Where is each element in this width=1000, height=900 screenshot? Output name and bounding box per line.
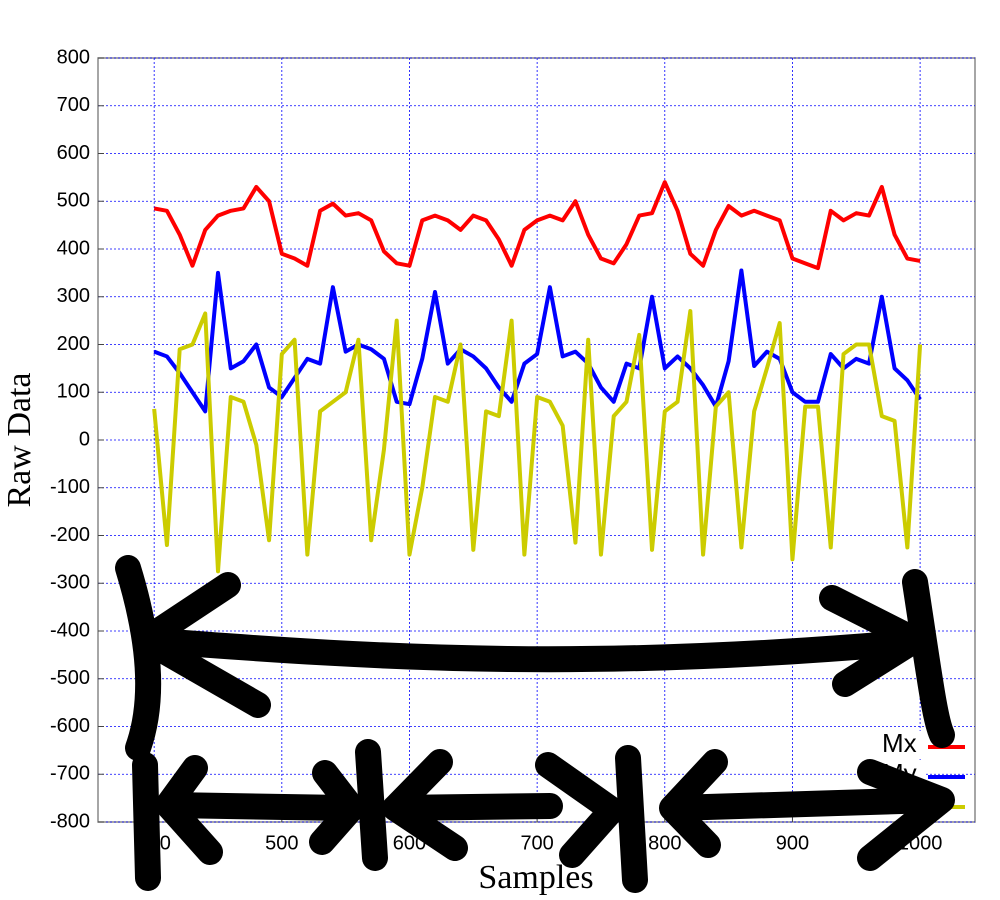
y-tick-label: -500 bbox=[50, 667, 90, 689]
drawn-arrow bbox=[382, 793, 563, 821]
x-tick-label: 900 bbox=[776, 832, 809, 854]
y-tick-label: -300 bbox=[50, 572, 90, 594]
y-tick-label: 800 bbox=[57, 46, 90, 68]
drawn-bar bbox=[115, 555, 162, 761]
y-axis-label: Raw Data bbox=[1, 372, 38, 507]
x-tick-label: 500 bbox=[265, 832, 298, 854]
drawn-arrowhead bbox=[857, 759, 955, 871]
drawn-arrowhead bbox=[535, 752, 625, 868]
drawn-arrowhead bbox=[309, 760, 365, 855]
y-tick-label: 0 bbox=[79, 428, 90, 450]
drawn-bar bbox=[615, 745, 648, 893]
marker-annotation bbox=[115, 555, 955, 893]
y-tick-label: -600 bbox=[50, 715, 90, 737]
y-tick-label: -800 bbox=[50, 810, 90, 832]
y-tick-label: 300 bbox=[57, 285, 90, 307]
y-tick-label: 700 bbox=[57, 94, 90, 116]
drawn-arrow bbox=[157, 792, 358, 821]
legend-label: Mx bbox=[882, 728, 917, 758]
drawn-bar bbox=[132, 752, 161, 891]
drawn-bar bbox=[355, 739, 388, 871]
x-tick-label: 700 bbox=[520, 832, 553, 854]
drawn-arrowhead bbox=[155, 755, 223, 865]
grid: -800 -700 -600 -500 -400 -300 -200 -100 0 100 200 3… bbox=[50, 46, 975, 854]
y-tick-label: 100 bbox=[57, 381, 90, 403]
lines bbox=[152, 180, 923, 574]
y-tick-label: -100 bbox=[50, 476, 90, 498]
y-tick-label: -700 bbox=[50, 763, 90, 785]
y-tick-label: 400 bbox=[57, 237, 90, 259]
y-tick-label: -400 bbox=[50, 619, 90, 641]
x-tick-label: 800 bbox=[648, 832, 681, 854]
y-tick-label: -200 bbox=[50, 524, 90, 546]
y-tick-label: 200 bbox=[57, 333, 90, 355]
y-tick-label: 500 bbox=[57, 190, 90, 212]
y-tick-label: 600 bbox=[57, 142, 90, 164]
series-line bbox=[153, 268, 922, 414]
series-line bbox=[153, 180, 921, 271]
drawn-bar bbox=[902, 569, 955, 748]
drawn-arrow bbox=[662, 787, 948, 821]
drawn-arrowhead bbox=[659, 749, 728, 858]
legend-box bbox=[878, 731, 926, 759]
drawn-arrowhead bbox=[382, 749, 468, 861]
drawn-arrow bbox=[132, 627, 928, 673]
series-line bbox=[152, 309, 923, 574]
